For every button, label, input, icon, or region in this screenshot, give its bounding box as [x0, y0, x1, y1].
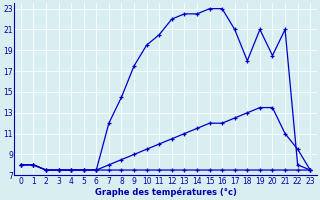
X-axis label: Graphe des températures (°c): Graphe des températures (°c) — [95, 187, 236, 197]
